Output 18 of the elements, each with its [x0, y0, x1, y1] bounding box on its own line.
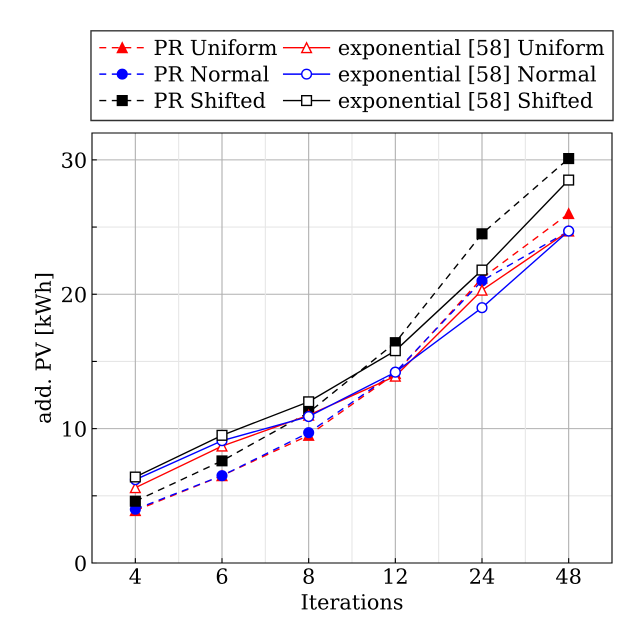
x-axis-title: Iterations: [302, 594, 402, 610]
y-axis-title: add. PV [kWh]: [34, 274, 54, 423]
x-tick-label: 12: [384, 568, 407, 584]
legend-label: exponential [58] Normal: [338, 66, 596, 86]
legend-label: exponential [58] Uniform: [338, 39, 604, 60]
legend-label: exponential [58] Shifted: [338, 92, 593, 112]
x-tick-label: 4: [129, 568, 141, 584]
legend-label: PR Shifted: [154, 92, 266, 108]
y-tick-label: 20: [62, 286, 86, 302]
legend-label: PR Uniform: [154, 39, 277, 56]
y-tick-label: 30: [62, 152, 86, 168]
x-tick-label: 24: [470, 568, 494, 584]
y-tick-label: 0: [75, 555, 86, 572]
x-tick-label: 48: [556, 568, 581, 584]
y-tick-label: 10: [63, 421, 86, 437]
legend-label: PR Normal: [154, 66, 269, 82]
x-tick-label: 8: [303, 568, 314, 584]
x-tick-label: 6: [216, 568, 228, 584]
